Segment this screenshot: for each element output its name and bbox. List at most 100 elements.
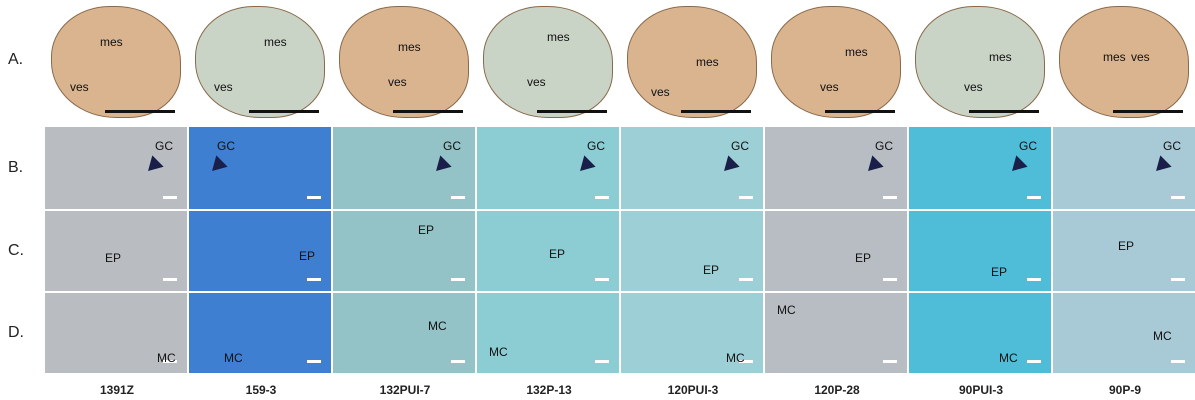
scale-bar bbox=[163, 278, 177, 281]
cell-type-label: GC bbox=[1019, 139, 1037, 153]
micrograph: MC bbox=[909, 293, 1051, 373]
scale-bar bbox=[883, 196, 897, 199]
scale-bar bbox=[307, 278, 321, 281]
scale-bar bbox=[595, 360, 609, 363]
micrograph: EP bbox=[477, 211, 619, 291]
region-label: ves bbox=[388, 75, 407, 89]
column-label: 90PUI-3 bbox=[909, 383, 1053, 397]
cell-type-label: EP bbox=[1118, 239, 1134, 253]
micrograph: MC bbox=[1053, 293, 1195, 373]
region-label: ves bbox=[964, 80, 983, 94]
leaf bbox=[339, 6, 469, 118]
leaf-panel: mes ves bbox=[909, 0, 1049, 122]
leaf-panel: mes ves bbox=[477, 0, 617, 122]
leaf-panel: mes ves bbox=[765, 0, 905, 122]
cell-type-label: MC bbox=[777, 303, 796, 317]
arrowhead bbox=[430, 155, 451, 176]
scale-bar bbox=[163, 196, 177, 199]
micrograph: MC bbox=[333, 293, 475, 373]
micrograph: GC bbox=[477, 127, 619, 209]
micrograph: GC bbox=[909, 127, 1051, 209]
scale-bar bbox=[883, 360, 897, 363]
region-label: mes bbox=[264, 35, 287, 49]
micrograph: GC bbox=[189, 127, 331, 209]
leaf bbox=[627, 6, 757, 118]
arrowhead bbox=[142, 155, 163, 176]
row-label: C. bbox=[8, 242, 24, 260]
region-label: mes bbox=[100, 35, 123, 49]
scale-bar bbox=[883, 278, 897, 281]
micrograph: MC bbox=[621, 293, 763, 373]
column-label: 1391Z bbox=[45, 383, 189, 397]
region-label: ves bbox=[651, 85, 670, 99]
cell-type-label: MC bbox=[489, 345, 508, 359]
scale-bar bbox=[537, 110, 607, 113]
cell-type-label: MC bbox=[428, 319, 447, 333]
cell-type-label: EP bbox=[418, 223, 434, 237]
row-label: D. bbox=[8, 324, 24, 342]
micrograph: GC bbox=[45, 127, 187, 209]
cell-type-label: GC bbox=[1163, 139, 1181, 153]
region-label: mes bbox=[696, 55, 719, 69]
arrowhead bbox=[574, 155, 595, 176]
leaf-panel: mes ves bbox=[621, 0, 761, 122]
micrograph: GC bbox=[1053, 127, 1195, 209]
scale-bar bbox=[1171, 278, 1185, 281]
region-label: mes bbox=[845, 45, 868, 59]
arrowhead bbox=[1150, 155, 1171, 176]
leaf bbox=[483, 6, 613, 118]
leaf bbox=[915, 6, 1045, 118]
micrograph: EP bbox=[189, 211, 331, 291]
scale-bar bbox=[969, 110, 1039, 113]
scale-bar bbox=[451, 360, 465, 363]
cell-type-label: MC bbox=[726, 351, 745, 365]
region-label: mes bbox=[398, 40, 421, 54]
cell-type-label: GC bbox=[443, 139, 461, 153]
scale-bar bbox=[739, 196, 753, 199]
cell-type-label: GC bbox=[731, 139, 749, 153]
region-label: mes bbox=[989, 50, 1012, 64]
micrograph: EP bbox=[45, 211, 187, 291]
scale-bar bbox=[595, 196, 609, 199]
region-label: ves bbox=[820, 80, 839, 94]
micrograph: MC bbox=[477, 293, 619, 373]
column-label: 159-3 bbox=[189, 383, 333, 397]
scale-bar bbox=[105, 110, 175, 113]
column-label: 120PUI-3 bbox=[621, 383, 765, 397]
cell-type-label: EP bbox=[991, 265, 1007, 279]
scale-bar bbox=[393, 110, 463, 113]
micrograph: EP bbox=[909, 211, 1051, 291]
cell-type-label: GC bbox=[155, 139, 173, 153]
scale-bar bbox=[1027, 196, 1041, 199]
leaf bbox=[195, 6, 325, 118]
row-label: A. bbox=[8, 51, 23, 69]
micrograph: EP bbox=[1053, 211, 1195, 291]
scale-bar bbox=[825, 110, 895, 113]
micrograph: EP bbox=[765, 211, 907, 291]
arrowhead bbox=[718, 155, 739, 176]
column-label: 120P-28 bbox=[765, 383, 909, 397]
column-label: 132PUI-7 bbox=[333, 383, 477, 397]
cell-type-label: MC bbox=[224, 351, 243, 365]
scale-bar bbox=[451, 196, 465, 199]
arrowhead bbox=[862, 155, 883, 176]
region-label: mes bbox=[1103, 50, 1126, 64]
cell-type-label: GC bbox=[217, 139, 235, 153]
arrowhead bbox=[1006, 155, 1027, 176]
leaf bbox=[771, 6, 901, 118]
region-label: ves bbox=[527, 75, 546, 89]
cell-type-label: EP bbox=[105, 251, 121, 265]
region-label: mes bbox=[547, 30, 570, 44]
micrograph: GC bbox=[765, 127, 907, 209]
arrowhead bbox=[206, 155, 227, 176]
leaf bbox=[51, 6, 181, 118]
figure: A. mes ves mes ves mes ves mes ves mes ves mes ves me… bbox=[0, 0, 1195, 400]
micrograph: GC bbox=[333, 127, 475, 209]
scale-bar bbox=[1171, 360, 1185, 363]
region-label: ves bbox=[70, 80, 89, 94]
cell-type-label: GC bbox=[875, 139, 893, 153]
cell-type-label: EP bbox=[299, 249, 315, 263]
scale-bar bbox=[681, 110, 751, 113]
row-label: B. bbox=[8, 159, 23, 177]
